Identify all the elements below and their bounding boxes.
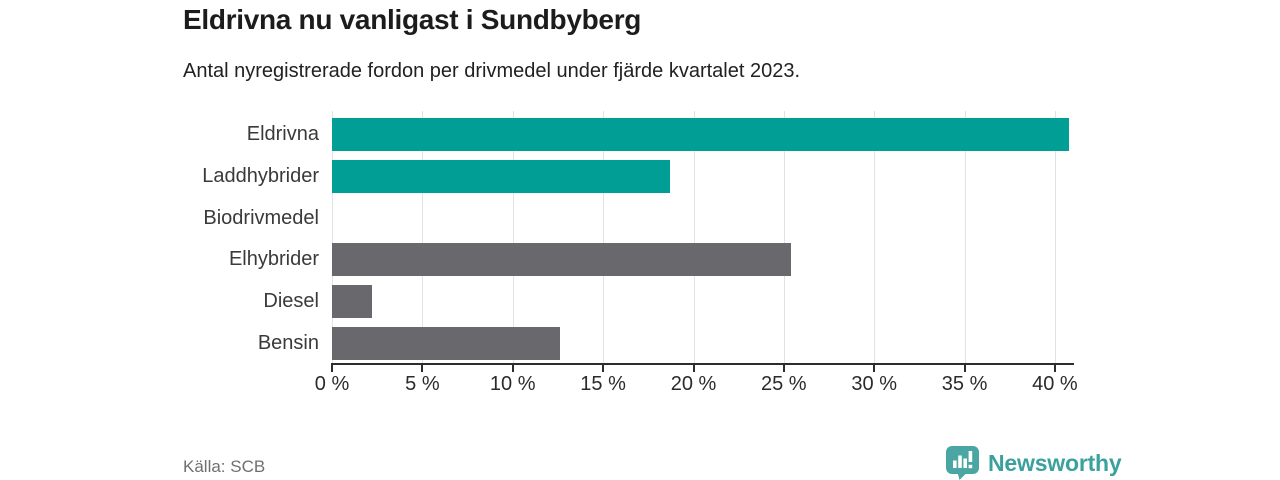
category-label: Laddhybrider	[202, 164, 319, 187]
x-tick-mark	[421, 363, 424, 372]
x-tick-label: 40 %	[1032, 373, 1078, 395]
x-axis-line	[332, 363, 1074, 365]
gridline	[422, 111, 424, 363]
x-tick-label: 5 %	[405, 373, 440, 395]
x-tick-label: 20 %	[670, 373, 717, 395]
x-tick-mark	[963, 363, 966, 372]
category-label: Diesel	[263, 290, 319, 313]
bar-chart-plot-area	[332, 111, 1073, 363]
x-tick-label: 30 %	[851, 373, 897, 395]
x-tick-label: 35 %	[941, 373, 988, 395]
x-tick-mark	[1053, 363, 1056, 372]
gridline	[693, 111, 695, 363]
category-axis: Eldrivna Laddhybrider Biodrivmedel Elhybrid…	[0, 111, 319, 363]
bar-diesel	[332, 285, 372, 319]
x-tick-label: 25 %	[761, 373, 807, 395]
category-label: Biodrivmedel	[203, 206, 319, 229]
x-tick-label: 10 %	[489, 373, 536, 395]
category-label: Eldrivna	[246, 123, 319, 145]
newsworthy-logo: Newsworthy	[946, 446, 1122, 480]
gridline	[783, 111, 785, 363]
gridline	[603, 111, 605, 363]
x-tick-mark	[873, 363, 876, 372]
gridline	[1054, 111, 1056, 363]
x-tick-mark	[692, 363, 695, 372]
source-note: Källa: SCB	[183, 457, 266, 476]
category-label: Elhybrider	[228, 248, 319, 271]
x-tick-label: 15 %	[580, 373, 626, 395]
x-tick-label: 0 %	[314, 373, 350, 395]
x-tick-mark	[782, 363, 785, 372]
x-tick-mark	[331, 363, 333, 372]
bar-eldrivna	[332, 118, 1070, 151]
chart-title: Eldrivna nu vanligast i Sundbyberg	[183, 4, 642, 35]
x-tick-mark	[602, 363, 605, 372]
x-tick-mark	[511, 363, 514, 372]
gridline	[332, 111, 333, 363]
bar-elhybrider	[332, 243, 792, 277]
bar-bensin	[332, 327, 560, 360]
bar-laddhybrider	[332, 159, 670, 193]
gridline	[512, 111, 514, 363]
newsworthy-bar-chart-bubble-icon	[946, 446, 979, 480]
gridline	[964, 111, 966, 363]
chart-subtitle: Antal nyregistrerade fordon per drivmede…	[183, 60, 801, 82]
category-label: Bensin	[257, 332, 319, 354]
gridline	[874, 111, 876, 363]
newsworthy-logo-text: Newsworthy	[988, 449, 1122, 476]
